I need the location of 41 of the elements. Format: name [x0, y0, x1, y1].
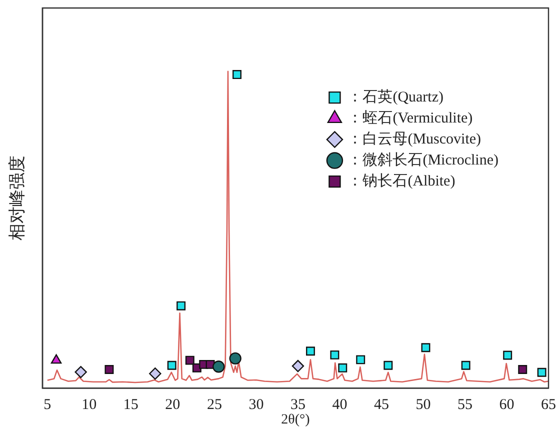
point [74, 366, 87, 378]
x-tick-label: 25 [206, 397, 222, 414]
point [503, 350, 512, 360]
legend-label: ：微斜长石(Microcline) [348, 151, 499, 168]
x-tick-label: 35 [290, 397, 306, 414]
point [356, 355, 366, 364]
point [167, 360, 176, 370]
point [421, 343, 430, 352]
point [461, 360, 470, 370]
x-tick-label: 20 [165, 397, 180, 414]
legend-label: ：白云母(Muscovite) [348, 130, 482, 148]
point [176, 301, 186, 310]
legend-label: ：钠长石(Albite) [348, 172, 456, 190]
point [232, 70, 242, 80]
point [518, 365, 528, 374]
point [292, 360, 304, 372]
x-tick-label: 30 [248, 397, 264, 414]
x-tick-label: 50 [416, 397, 431, 414]
x-tick-label: 45 [374, 397, 389, 414]
point [149, 368, 162, 380]
point [330, 350, 340, 360]
x-tick-label: 10 [82, 397, 97, 414]
point [384, 360, 393, 370]
point [185, 356, 194, 365]
point [537, 368, 546, 377]
point [229, 352, 242, 365]
point [212, 360, 225, 373]
point [338, 363, 348, 372]
x-tick-label: 65 [541, 397, 556, 414]
x-tick-label: 55 [457, 397, 472, 414]
legend-label: ：石英(Quartz) [348, 88, 444, 106]
point [50, 354, 62, 364]
x-axis-title: 2θ(°) [281, 412, 310, 428]
point [104, 365, 114, 374]
x-tick-label: 40 [332, 397, 348, 414]
x-tick-label: 5 [44, 397, 52, 414]
point [306, 346, 315, 356]
x-tick-label: 15 [123, 397, 138, 414]
y-axis-title: 相对峰强度 [8, 156, 27, 241]
x-tick-label: 60 [499, 397, 514, 414]
legend-label: ：蛭石(Vermiculite) [348, 109, 473, 126]
